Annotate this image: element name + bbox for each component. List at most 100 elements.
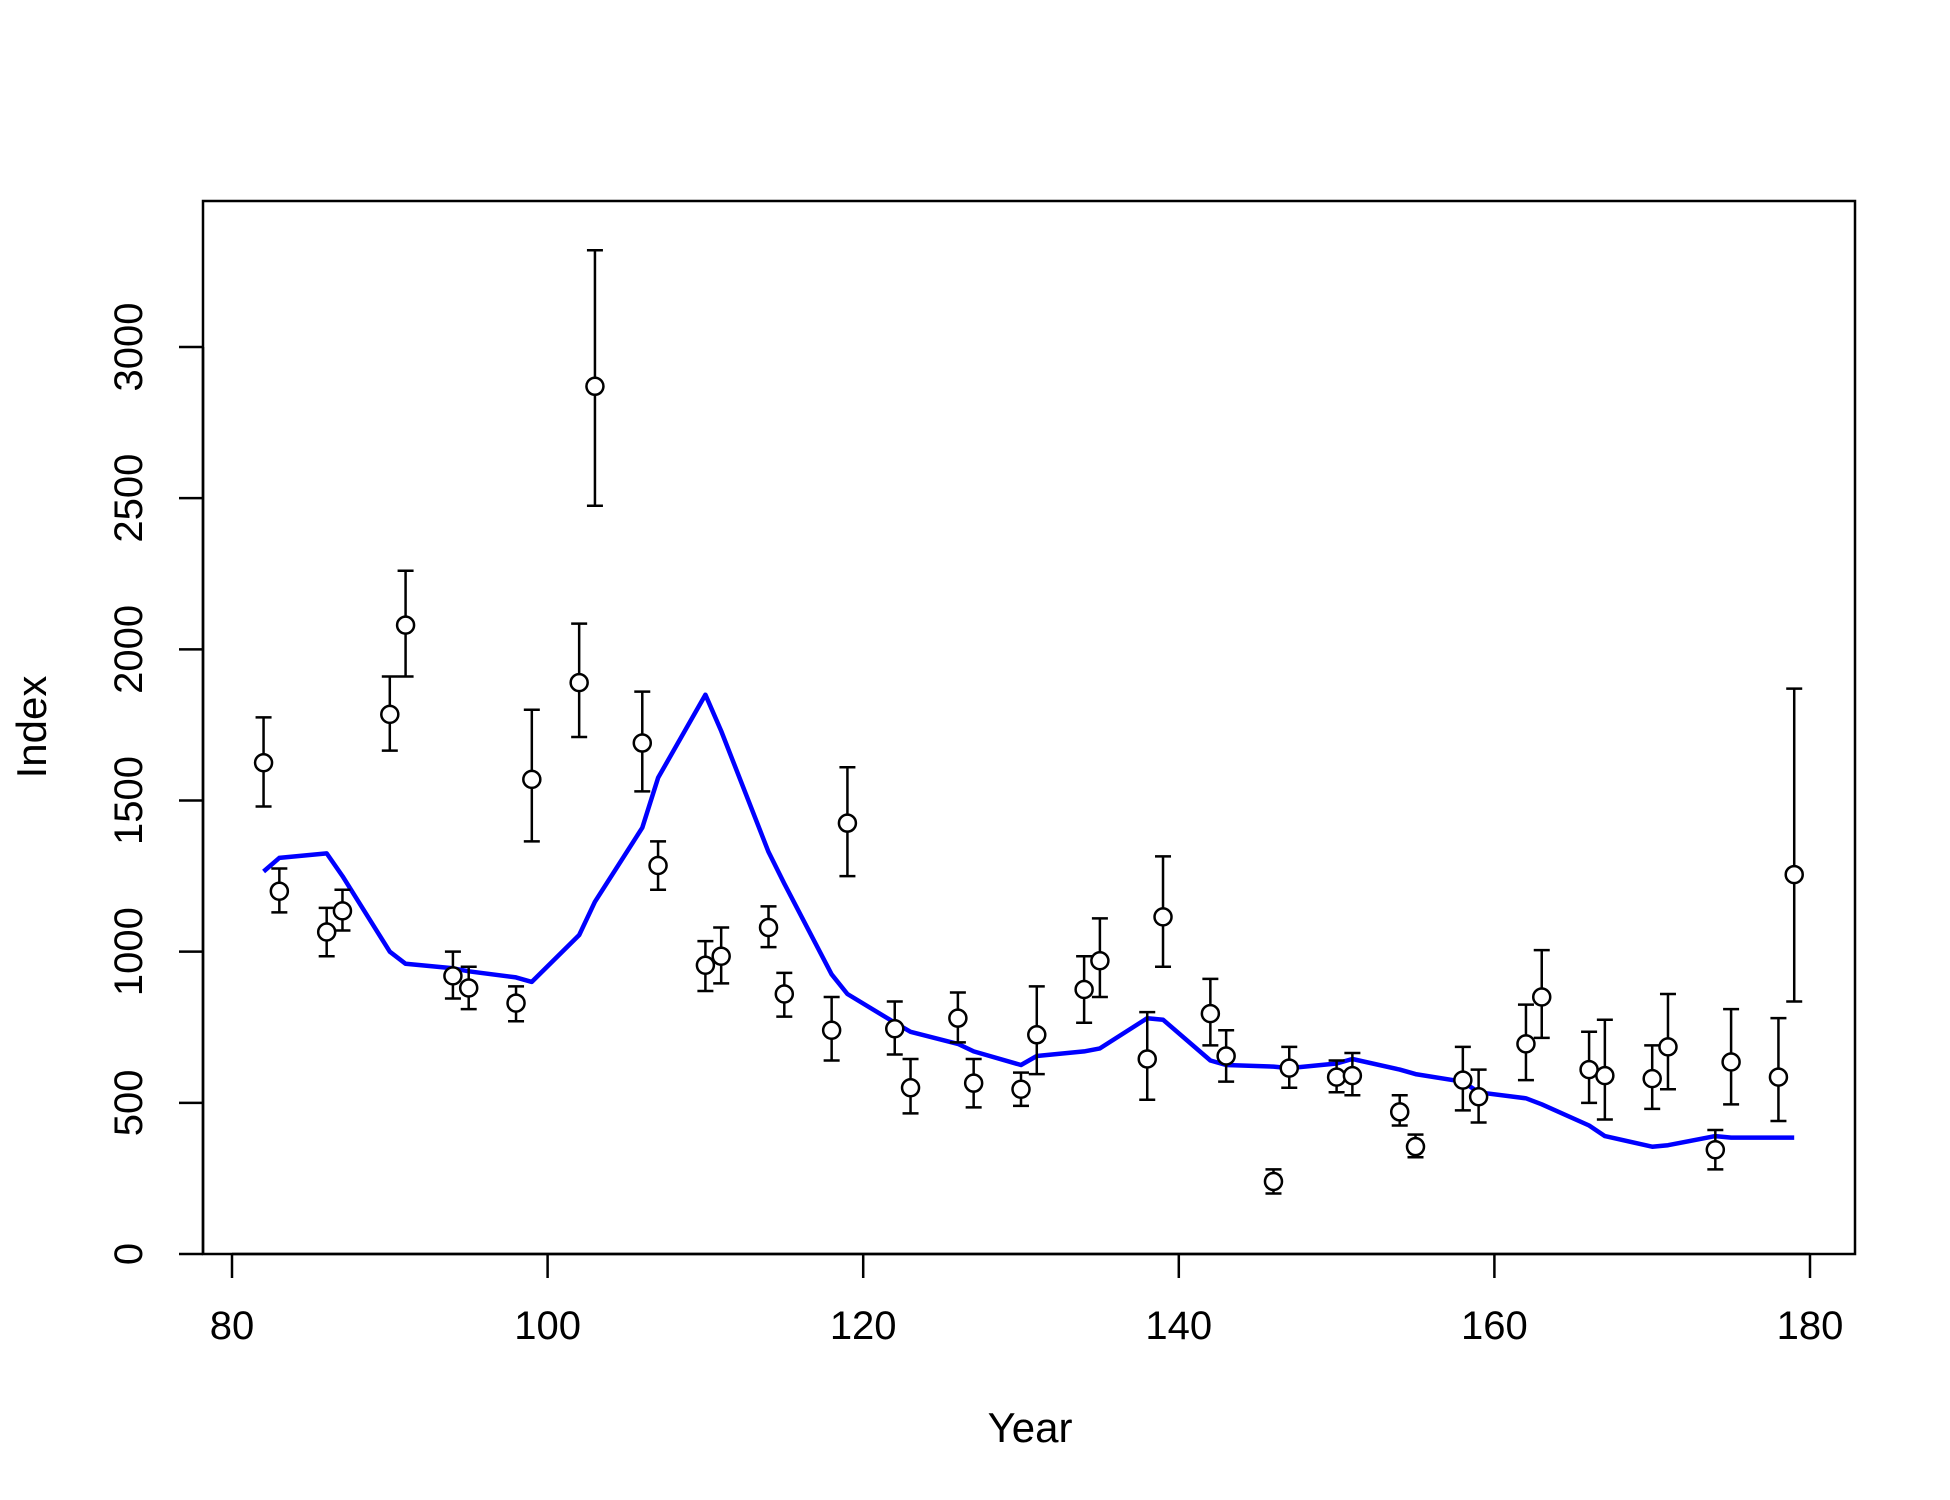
data-point	[1768, 1067, 1789, 1087]
data-point	[774, 984, 795, 1004]
data-point	[253, 752, 274, 773]
data-point	[1784, 864, 1804, 885]
data-point	[1279, 1058, 1300, 1078]
observation	[1279, 1045, 1300, 1089]
observation	[458, 965, 479, 1011]
x-tick-label: 100	[514, 1304, 581, 1348]
data-point	[316, 922, 337, 942]
observation	[1389, 1094, 1410, 1127]
data-point	[1531, 987, 1552, 1007]
y-axis-title: Index	[8, 676, 55, 779]
observation	[1263, 1168, 1284, 1195]
x-tick-label: 160	[1461, 1304, 1528, 1348]
observation	[695, 939, 716, 993]
x-tick-label: 120	[830, 1304, 897, 1348]
y-tick-label: 2500	[107, 454, 151, 543]
y-axis: 0 500 1000 1500 2000 2500 3000	[107, 303, 205, 1265]
observation	[1721, 1007, 1741, 1106]
data-point	[648, 855, 668, 876]
observation	[963, 1057, 984, 1109]
y-tick-label: 0	[107, 1243, 151, 1265]
observation	[1595, 1018, 1615, 1121]
observation	[253, 716, 274, 808]
observed-series	[253, 249, 1804, 1195]
data-point	[1405, 1136, 1426, 1157]
observation	[1011, 1071, 1031, 1108]
data-point	[885, 1019, 905, 1039]
data-point	[711, 946, 731, 966]
data-point	[1579, 1059, 1599, 1080]
data-point	[1200, 1003, 1221, 1024]
observation	[1705, 1128, 1726, 1171]
observation	[1027, 985, 1047, 1076]
observation	[1090, 917, 1110, 999]
data-point	[1074, 979, 1094, 1000]
observation	[1658, 992, 1678, 1091]
observation	[758, 905, 779, 949]
observation	[900, 1057, 921, 1115]
data-point	[1153, 907, 1173, 927]
fitted-series	[262, 692, 1795, 1149]
observation	[711, 926, 731, 985]
data-point	[1011, 1079, 1031, 1099]
data-point	[1705, 1139, 1726, 1160]
observation	[395, 569, 416, 678]
observation	[1342, 1051, 1363, 1097]
data-point	[632, 733, 653, 753]
data-point	[1389, 1102, 1410, 1122]
fitted-line	[262, 692, 1795, 1149]
data-point	[1595, 1065, 1615, 1086]
data-point	[395, 615, 416, 635]
observation	[1768, 1016, 1789, 1123]
data-point	[695, 955, 716, 976]
observation	[1074, 954, 1094, 1024]
data-point	[1658, 1037, 1678, 1057]
x-tick-label: 180	[1777, 1304, 1844, 1348]
x-axis: 80 100 120 140 160 180	[210, 1252, 1844, 1348]
y-tick-label: 1500	[107, 756, 151, 845]
observation	[1153, 855, 1173, 969]
observation	[1642, 1044, 1662, 1111]
observation	[837, 765, 858, 878]
data-point	[506, 993, 526, 1013]
observation	[1405, 1133, 1426, 1159]
data-point	[458, 978, 479, 998]
observation	[1516, 1003, 1536, 1082]
y-tick-label: 2000	[107, 605, 151, 694]
observation	[585, 249, 605, 507]
data-point	[585, 376, 605, 397]
data-point	[1468, 1087, 1489, 1107]
data-point	[443, 966, 463, 986]
observation	[316, 906, 337, 958]
observation	[1200, 977, 1221, 1047]
observation	[774, 971, 795, 1018]
data-point	[1642, 1068, 1662, 1089]
data-point	[569, 672, 589, 693]
data-point	[1027, 1025, 1047, 1045]
observation	[1216, 1029, 1236, 1083]
observation	[1784, 687, 1804, 1003]
data-point	[522, 769, 542, 790]
data-point	[1516, 1034, 1536, 1054]
data-point	[332, 901, 353, 921]
y-tick-label: 3000	[107, 303, 151, 392]
observation	[885, 1000, 905, 1056]
data-point	[1453, 1070, 1473, 1090]
observation	[1531, 948, 1552, 1040]
data-point	[1342, 1065, 1363, 1086]
y-tick-label: 500	[107, 1069, 151, 1136]
data-point	[963, 1073, 984, 1093]
data-point	[821, 1020, 842, 1041]
x-axis-title: Year	[988, 1404, 1073, 1451]
observation	[1453, 1045, 1473, 1112]
observation	[632, 690, 653, 793]
plot-frame	[201, 199, 1857, 1256]
data-point	[1090, 950, 1110, 971]
data-point	[1137, 1049, 1157, 1069]
y-tick-label: 1000	[107, 907, 151, 996]
data-point	[1326, 1067, 1347, 1087]
observation	[948, 991, 968, 1044]
observation	[1137, 1010, 1157, 1102]
observation	[443, 950, 463, 1000]
